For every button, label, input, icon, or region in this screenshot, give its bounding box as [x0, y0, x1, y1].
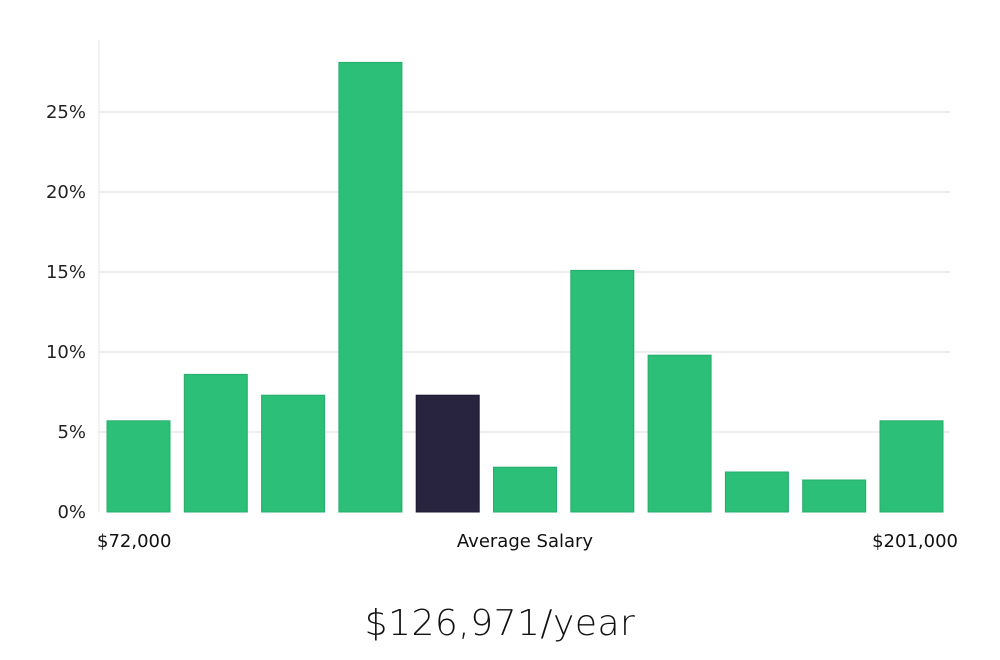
bar — [647, 354, 712, 513]
bar — [493, 466, 557, 513]
bar — [879, 420, 944, 513]
y-tick-label: 20% — [46, 182, 86, 203]
bar — [183, 373, 248, 513]
y-tick-label: 5% — [57, 422, 86, 443]
x-min-label: $72,000 — [97, 531, 171, 552]
bar-highlighted — [415, 394, 480, 513]
y-tick-label: 10% — [46, 342, 86, 363]
bar — [338, 61, 403, 513]
bar — [106, 420, 171, 513]
gridlines — [99, 111, 950, 433]
y-tick-label: 0% — [57, 502, 86, 523]
bars — [106, 61, 944, 513]
bar — [802, 479, 867, 513]
y-axis-ticks: 0% 5% 10% 15% 20% 25% — [46, 102, 86, 523]
x-max-label: $201,000 — [872, 531, 958, 552]
bar — [261, 394, 326, 513]
x-center-label: Average Salary — [457, 531, 594, 552]
average-salary-value: $126,971/year — [364, 603, 636, 644]
bar — [724, 471, 789, 513]
y-tick-label: 15% — [46, 262, 86, 283]
salary-histogram: 0%5%10%15%20%25% $72,000 Average Salary … — [46, 40, 958, 552]
bar — [570, 269, 635, 513]
y-tick-label: 25% — [46, 102, 86, 123]
